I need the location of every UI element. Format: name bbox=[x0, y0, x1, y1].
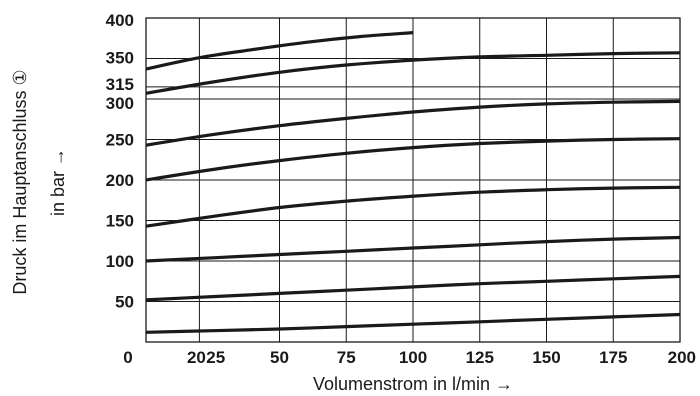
y-tick-label: 200 bbox=[106, 171, 134, 190]
y-axis-title-line2: in bar → bbox=[48, 148, 68, 216]
curve-8 bbox=[145, 31, 414, 71]
x-axis-title: Volumenstrom in l/min → bbox=[313, 374, 513, 394]
y-tick-label: 150 bbox=[106, 212, 134, 231]
y-tick-label: 250 bbox=[106, 131, 134, 150]
x-tick-label: 200 bbox=[668, 348, 696, 367]
curve-4 bbox=[145, 185, 681, 228]
curve-6 bbox=[145, 99, 681, 147]
x-tick-label: 100 bbox=[399, 348, 427, 367]
x-tick-label: 150 bbox=[532, 348, 560, 367]
grid bbox=[146, 18, 680, 342]
x-tick-label: 50 bbox=[270, 348, 289, 367]
x-tick-label: 125 bbox=[466, 348, 494, 367]
curves bbox=[145, 31, 681, 334]
y-tick-label: 315 bbox=[106, 75, 134, 94]
y-tick-label: 100 bbox=[106, 252, 134, 271]
x-tick-label: 175 bbox=[599, 348, 627, 367]
curve-2 bbox=[145, 274, 681, 302]
y-tick-label: 350 bbox=[106, 49, 134, 68]
x-tick-label: 75 bbox=[337, 348, 356, 367]
y-tick-label: 400 bbox=[106, 11, 134, 30]
y-tick-label: 300 bbox=[106, 94, 134, 113]
x-tick-labels: 0 20 25 50 75 100 125 150 175 200 bbox=[123, 348, 696, 367]
y-tick-label: 50 bbox=[115, 293, 134, 312]
x-tick-label: 0 bbox=[123, 348, 132, 367]
plot-frame bbox=[145, 17, 681, 343]
curve-5 bbox=[145, 137, 681, 182]
curve-1 bbox=[145, 312, 681, 334]
curve-3 bbox=[145, 235, 681, 263]
curve-7 bbox=[145, 51, 681, 95]
y-axis-title-line1: Druck im Hauptanschluss ① bbox=[10, 69, 30, 294]
x-tick-label: 20 bbox=[187, 348, 206, 367]
x-tick-label: 25 bbox=[206, 348, 225, 367]
